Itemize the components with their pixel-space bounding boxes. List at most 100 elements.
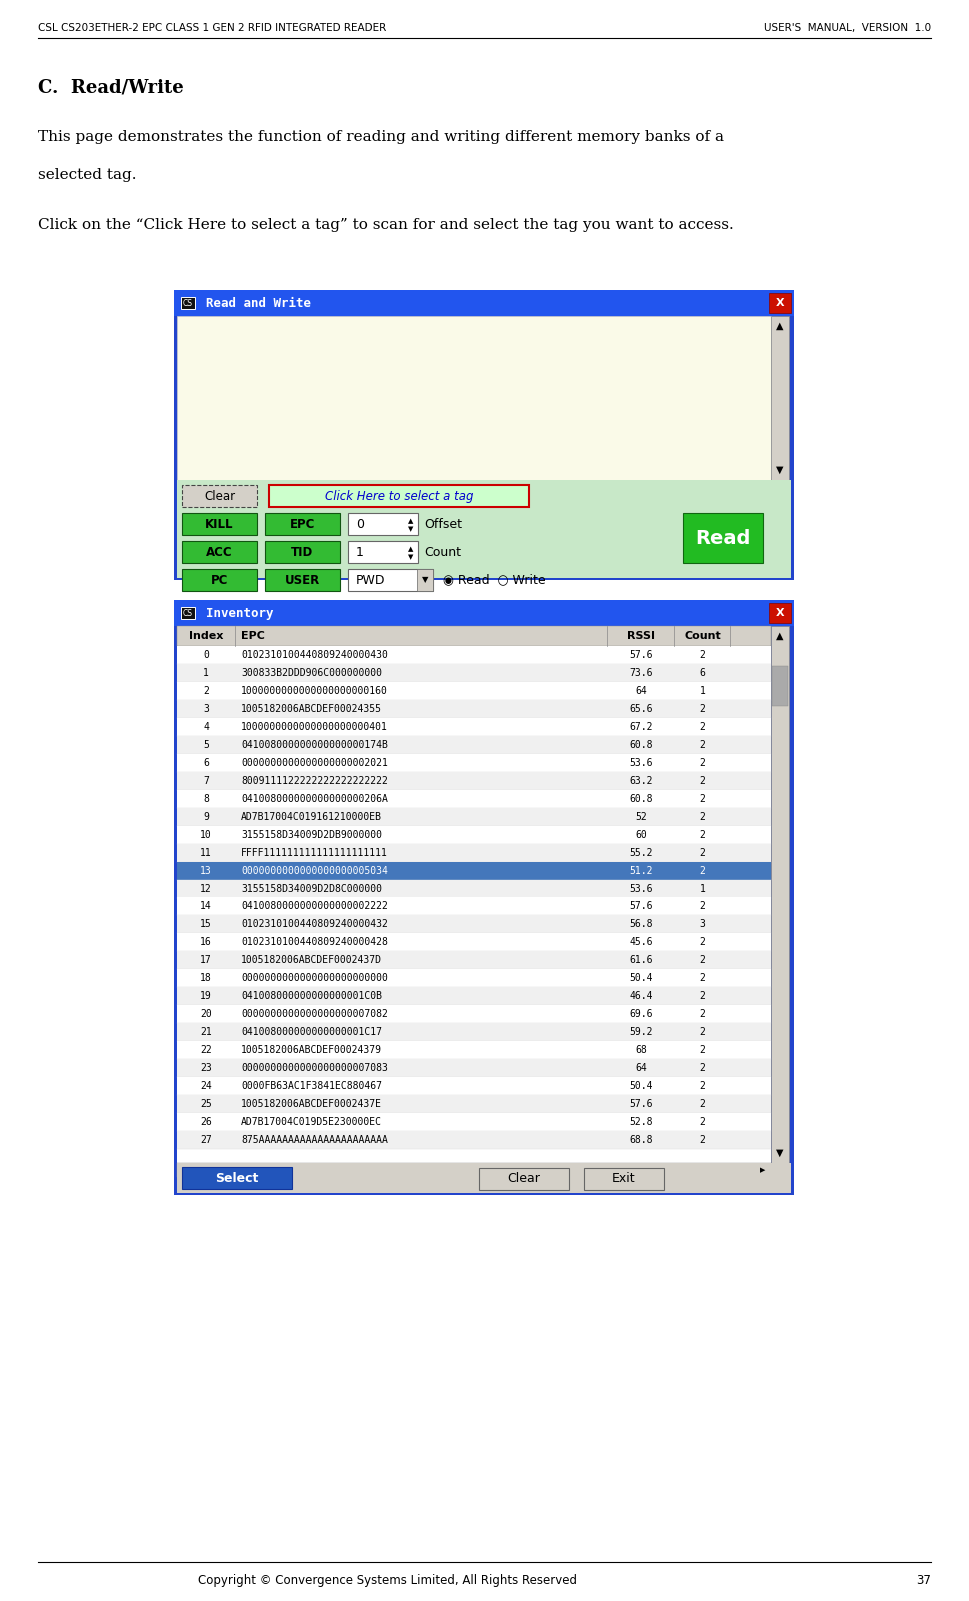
Text: 1: 1 <box>700 685 705 696</box>
Text: Count: Count <box>684 631 721 640</box>
Text: Click on the “Click Here to select a tag” to scan for and select the tag you wan: Click on the “Click Here to select a tag… <box>38 218 734 232</box>
Text: 45.6: 45.6 <box>630 938 653 948</box>
Text: Index: Index <box>189 631 223 640</box>
Text: PC: PC <box>211 573 228 586</box>
Text: 0000000000000000000005034: 0000000000000000000005034 <box>241 866 388 876</box>
Text: 13: 13 <box>201 866 212 876</box>
Text: CSL CS203ETHER-2 EPC CLASS 1 GEN 2 RFID INTEGRATED READER: CSL CS203ETHER-2 EPC CLASS 1 GEN 2 RFID … <box>38 22 387 34</box>
Text: 50.4: 50.4 <box>630 1081 653 1092</box>
Text: X: X <box>776 608 784 618</box>
Text: 73.6: 73.6 <box>630 668 653 677</box>
Text: 1005182006ABCDEF00024355: 1005182006ABCDEF00024355 <box>241 704 382 714</box>
Bar <box>177 988 771 1005</box>
Bar <box>174 290 794 580</box>
Text: 6: 6 <box>203 757 209 768</box>
Text: KILL: KILL <box>205 517 234 530</box>
Text: selected tag.: selected tag. <box>38 168 137 183</box>
Text: 68: 68 <box>636 1045 647 1055</box>
Text: 18: 18 <box>201 973 212 983</box>
Text: 0102310100440809240000428: 0102310100440809240000428 <box>241 938 388 948</box>
Bar <box>177 736 771 754</box>
Bar <box>174 600 794 626</box>
Text: TID: TID <box>292 546 314 559</box>
Bar <box>265 512 340 535</box>
Text: Select: Select <box>215 1172 259 1185</box>
Text: 21: 21 <box>201 1028 212 1037</box>
Bar <box>479 1169 569 1190</box>
Text: 0000000000000000000007082: 0000000000000000000007082 <box>241 1009 388 1020</box>
Text: 20: 20 <box>201 1009 212 1020</box>
Bar <box>177 1162 771 1177</box>
Text: 23: 23 <box>201 1063 212 1073</box>
Text: 19: 19 <box>201 991 212 1001</box>
Bar <box>177 826 771 844</box>
Text: 53.6: 53.6 <box>630 757 653 768</box>
Text: 50.4: 50.4 <box>630 973 653 983</box>
Text: 2: 2 <box>700 1081 705 1092</box>
Text: 1: 1 <box>356 546 364 559</box>
Text: 46.4: 46.4 <box>630 991 653 1001</box>
Bar <box>348 512 418 535</box>
Text: 65.6: 65.6 <box>630 704 653 714</box>
Text: EPC: EPC <box>290 517 315 530</box>
Text: 3: 3 <box>203 704 209 714</box>
Text: Exit: Exit <box>612 1172 636 1185</box>
Bar <box>769 604 791 623</box>
Text: 0410080000000000000002222: 0410080000000000000002222 <box>241 901 388 911</box>
Text: ▼: ▼ <box>408 554 414 560</box>
Bar <box>177 1113 771 1130</box>
Text: ▲: ▲ <box>408 519 414 524</box>
Text: 52.8: 52.8 <box>630 1117 653 1127</box>
Text: C.  Read/Write: C. Read/Write <box>38 78 184 96</box>
Text: 63.2: 63.2 <box>630 776 653 786</box>
Bar <box>265 541 340 564</box>
Text: USER: USER <box>285 573 320 586</box>
Bar <box>177 772 771 789</box>
Bar <box>174 600 794 1194</box>
Text: Inventory: Inventory <box>206 607 273 620</box>
Text: ◀: ◀ <box>182 1167 188 1174</box>
Text: 041008000000000000001C0B: 041008000000000000001C0B <box>241 991 382 1001</box>
Text: 4: 4 <box>203 722 209 732</box>
Text: 2: 2 <box>700 740 705 749</box>
Text: 25: 25 <box>201 1100 212 1109</box>
Text: 1000000000000000000000160: 1000000000000000000000160 <box>241 685 388 696</box>
Text: Clear: Clear <box>203 490 235 503</box>
Text: 15: 15 <box>201 919 212 930</box>
Text: 61.6: 61.6 <box>630 956 653 965</box>
Text: USER'S  MANUAL,  VERSION  1.0: USER'S MANUAL, VERSION 1.0 <box>764 22 931 34</box>
Bar <box>417 568 433 591</box>
Bar <box>771 626 789 1162</box>
Text: Count: Count <box>424 546 461 559</box>
Text: 26: 26 <box>201 1117 212 1127</box>
Text: Read and Write: Read and Write <box>206 296 311 309</box>
Bar <box>348 568 433 591</box>
Text: 2: 2 <box>700 1100 705 1109</box>
Text: 2: 2 <box>700 776 705 786</box>
Text: CS: CS <box>183 608 193 618</box>
Text: 1005182006ABCDEF0002437D: 1005182006ABCDEF0002437D <box>241 956 382 965</box>
Text: Offset: Offset <box>424 517 462 530</box>
Text: Click Here to select a tag: Click Here to select a tag <box>325 490 473 503</box>
Bar <box>174 290 794 315</box>
Bar <box>177 861 771 879</box>
Text: RSSI: RSSI <box>628 631 655 640</box>
Text: 2: 2 <box>203 685 209 696</box>
Text: 59.2: 59.2 <box>630 1028 653 1037</box>
Text: 2: 2 <box>700 722 705 732</box>
Bar <box>177 844 771 861</box>
Text: 16: 16 <box>201 938 212 948</box>
Text: 0102310100440809240000430: 0102310100440809240000430 <box>241 650 388 660</box>
Bar <box>177 754 771 772</box>
Text: EPC: EPC <box>241 631 265 640</box>
Bar <box>177 807 771 826</box>
Bar <box>177 717 771 736</box>
Text: ▼: ▼ <box>776 464 784 475</box>
Bar <box>177 1023 771 1041</box>
Bar <box>348 541 418 564</box>
Text: 55.2: 55.2 <box>630 847 653 858</box>
Text: ▶: ▶ <box>761 1167 766 1174</box>
Text: ▲: ▲ <box>776 320 784 331</box>
Text: ▼: ▼ <box>408 527 414 532</box>
Bar <box>177 645 771 664</box>
